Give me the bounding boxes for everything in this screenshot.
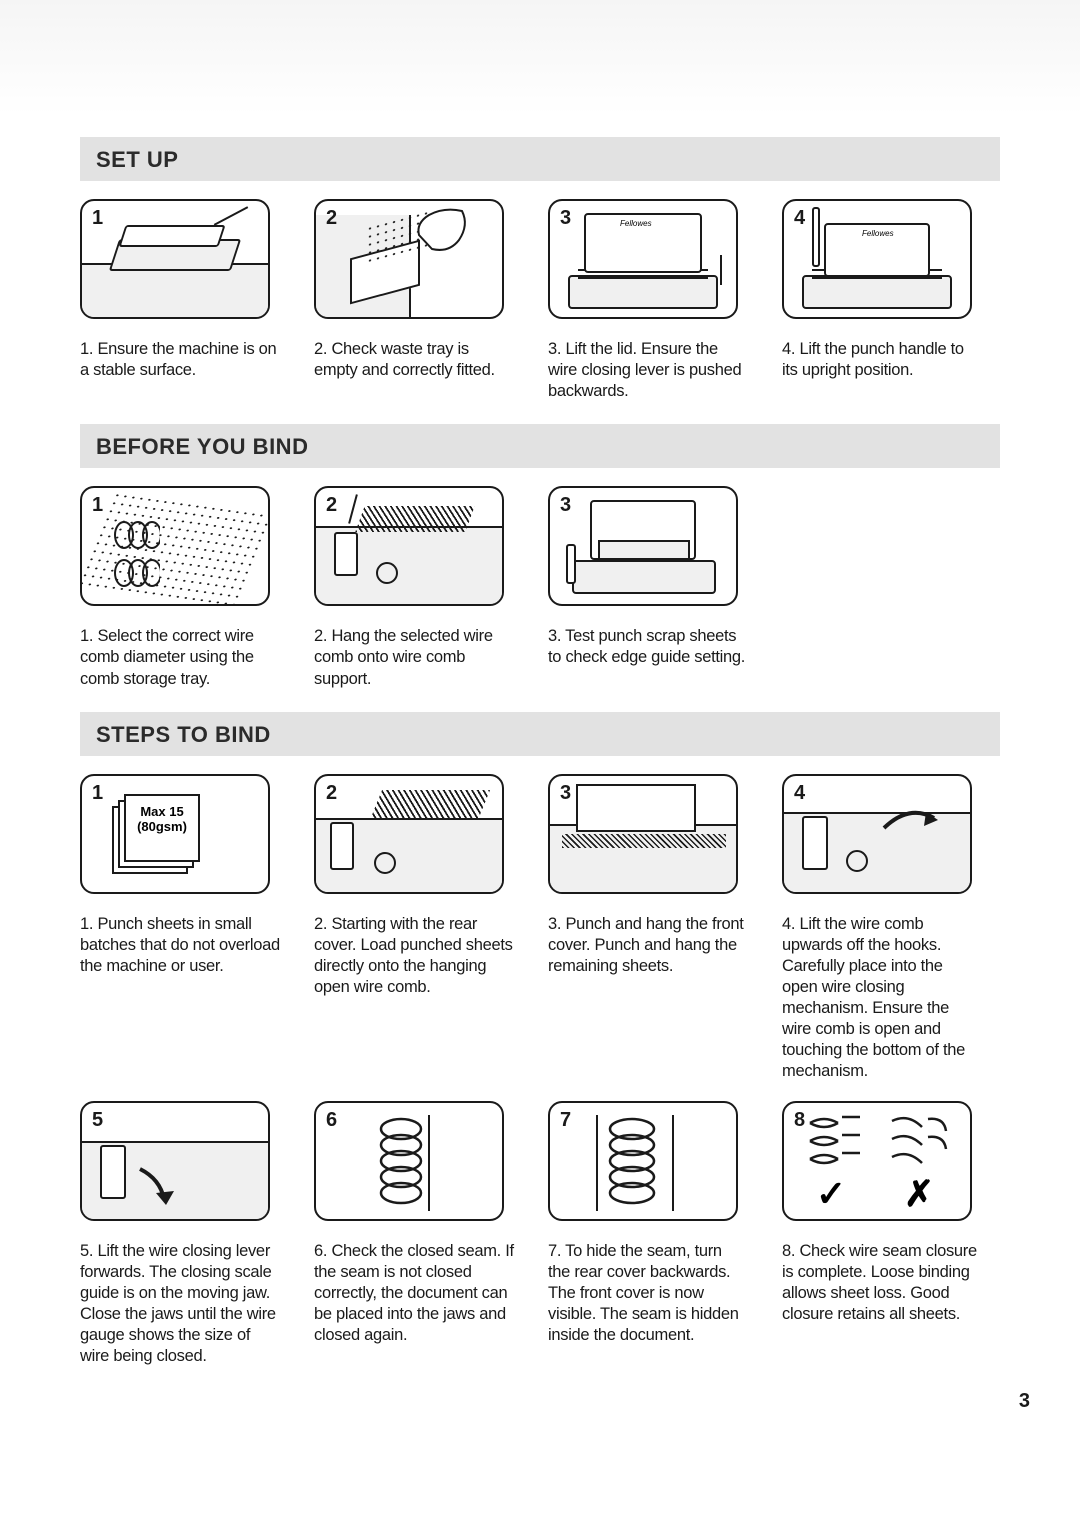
step-number: 7 <box>560 1109 571 1132</box>
section-header-before: BEFORE YOU BIND <box>80 424 1000 468</box>
caption: 4. Lift the punch handle to its upright … <box>782 339 982 381</box>
brand-label: Fellowes <box>862 229 894 238</box>
bind-illus-7: 7 <box>548 1101 738 1221</box>
caption: 1. Ensure the machine is on a stable sur… <box>80 339 280 381</box>
before-step-1: 1 1. Select the correct wire comb diamet… <box>80 486 280 689</box>
step-number: 2 <box>326 782 337 805</box>
before-step-3: 3 3. Test punch scrap sheets to check ed… <box>548 486 748 668</box>
caption: 6. Check the closed seam. If the seam is… <box>314 1241 514 1347</box>
page-content: SET UP 1 1. Ensure the machine is on a s… <box>0 137 1080 1445</box>
bind-row-1: 1 Max 15 (80gsm) 1. Punch sheets in smal… <box>80 774 1000 1083</box>
bind-step-5: 5 5. Lift the wire closing lever forward… <box>80 1101 280 1368</box>
page-number: 3 <box>1019 1390 1030 1413</box>
step-number: 2 <box>326 207 337 230</box>
caption: 1. Punch sheets in small batches that do… <box>80 914 280 977</box>
step-number: 1 <box>92 494 103 517</box>
step-number: 5 <box>92 1109 103 1132</box>
step-number: 3 <box>560 494 571 517</box>
section-header-setup: SET UP <box>80 137 1000 181</box>
step-number: 6 <box>326 1109 337 1132</box>
setup-step-4: 4 Fellowes 4. Lift the punch handle to i… <box>782 199 982 381</box>
bind-step-7: 7 7. To hide the seam, turn <box>548 1101 748 1347</box>
setup-step-2: 2 2. Check waste tray is empty and corre… <box>314 199 514 381</box>
max-label-2: (80gsm) <box>137 819 187 834</box>
bind-illus-4: 4 <box>782 774 972 894</box>
setup-row: 1 1. Ensure the machine is on a stable s… <box>80 199 1000 402</box>
step-number: 4 <box>794 782 805 805</box>
bind-illus-6: 6 <box>314 1101 504 1221</box>
bind-illus-2: 2 <box>314 774 504 894</box>
caption: 3. Lift the lid. Ensure the wire closing… <box>548 339 748 402</box>
before-step-2: 2 2. Hang the selected wire comb onto wi… <box>314 486 514 689</box>
setup-illus-3: 3 Fellowes <box>548 199 738 319</box>
caption: 3. Test punch scrap sheets to check edge… <box>548 626 748 668</box>
step-number: 3 <box>560 207 571 230</box>
step-number: 3 <box>560 782 571 805</box>
caption: 5. Lift the wire closing lever forwards.… <box>80 1241 280 1368</box>
caption: 7. To hide the seam, turn the rear cover… <box>548 1241 748 1347</box>
step-number: 4 <box>794 207 805 230</box>
bind-step-3: 3 3. Punch and hang the front cover. Pun… <box>548 774 748 977</box>
bind-step-2: 2 2. Starting with the rear cover. Load … <box>314 774 514 998</box>
caption: 4. Lift the wire comb upwards off the ho… <box>782 914 982 1083</box>
setup-illus-4: 4 Fellowes <box>782 199 972 319</box>
setup-step-3: 3 Fellowes 3. Lift the lid. Ensure the w… <box>548 199 748 402</box>
step-number: 1 <box>92 782 103 805</box>
max-label-1: Max 15 <box>140 804 183 819</box>
caption: 1. Select the correct wire comb diameter… <box>80 626 280 689</box>
step-number: 2 <box>326 494 337 517</box>
bind-illus-1: 1 Max 15 (80gsm) <box>80 774 270 894</box>
caption: 2. Hang the selected wire comb onto wire… <box>314 626 514 689</box>
bind-illus-3: 3 <box>548 774 738 894</box>
bind-illus-8: 8 <box>782 1101 972 1221</box>
brand-label: Fellowes <box>620 219 652 228</box>
bind-step-6: 6 6. Check the closed seam. <box>314 1101 514 1347</box>
check-icon: ✓ <box>816 1173 846 1215</box>
caption: 3. Punch and hang the front cover. Punch… <box>548 914 748 977</box>
setup-illus-2: 2 <box>314 199 504 319</box>
step-number: 1 <box>92 207 103 230</box>
bind-row-2: 5 5. Lift the wire closing lever forward… <box>80 1101 1000 1368</box>
caption: 2. Starting with the rear cover. Load pu… <box>314 914 514 998</box>
caption: 8. Check wire seam closure is complete. … <box>782 1241 982 1325</box>
before-illus-3: 3 <box>548 486 738 606</box>
setup-step-1: 1 1. Ensure the machine is on a stable s… <box>80 199 280 381</box>
before-illus-2: 2 <box>314 486 504 606</box>
bind-illus-5: 5 <box>80 1101 270 1221</box>
before-row: 1 1. Select the correct wire comb diamet… <box>80 486 1000 689</box>
cross-icon: ✗ <box>904 1173 934 1215</box>
bind-step-4: 4 4. Lift the wire comb upwards off the … <box>782 774 982 1083</box>
bind-step-1: 1 Max 15 (80gsm) 1. Punch sheets in smal… <box>80 774 280 977</box>
step-number: 8 <box>794 1109 805 1132</box>
setup-illus-1: 1 <box>80 199 270 319</box>
top-gradient-band <box>0 0 1080 115</box>
section-header-steps: STEPS TO BIND <box>80 712 1000 756</box>
bind-step-8: 8 <box>782 1101 982 1325</box>
before-illus-1: 1 <box>80 486 270 606</box>
caption: 2. Check waste tray is empty and correct… <box>314 339 514 381</box>
